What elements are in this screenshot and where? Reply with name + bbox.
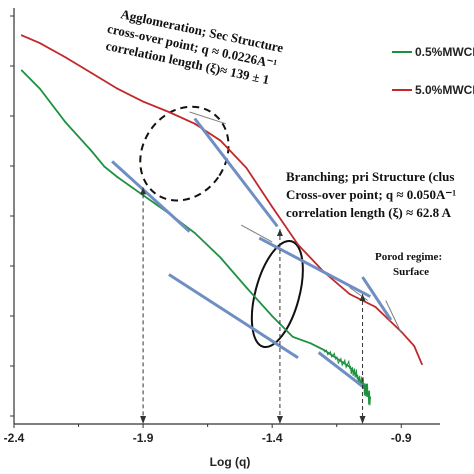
series-point-0 xyxy=(310,342,312,345)
series-line-1 xyxy=(21,34,423,365)
fit-line-9 xyxy=(385,300,402,334)
series-point-1 xyxy=(421,363,423,366)
series-point-1 xyxy=(116,87,119,90)
series-point-1 xyxy=(38,42,41,44)
fit-line-3 xyxy=(193,117,279,228)
crossover-arrow-1 xyxy=(276,416,283,424)
series-point-0 xyxy=(20,69,23,72)
crossover-arrow-2 xyxy=(359,416,366,424)
ellipse-group xyxy=(139,105,304,349)
crossover-marker-layer xyxy=(140,187,366,424)
annotation-primary-line-3: correlation length (ξ) ≈ 62.8 A xyxy=(286,205,452,220)
legend-label-0: 0.5%MWCNT xyxy=(415,45,474,59)
series-layer xyxy=(20,34,423,406)
x-axis-label: Log (q) xyxy=(210,455,251,469)
series-point-1 xyxy=(374,306,377,308)
crossover-arrowhead-top-1 xyxy=(276,229,283,236)
series-point-0 xyxy=(103,165,106,168)
series-line-0 xyxy=(21,69,372,399)
x-tick-label: -0.9 xyxy=(391,431,412,445)
crossover-arrowhead-top-0 xyxy=(140,187,147,195)
fit-line-4 xyxy=(258,236,371,298)
series-point-0 xyxy=(245,286,248,289)
plot-axes: -2.4 -1.9 -1.4 -0.9 xyxy=(4,8,440,445)
series-noise-0 xyxy=(323,349,371,406)
x-tick-label: -1.4 xyxy=(262,431,283,445)
annotation-primary-line-1: Branching; pri Structure (clus xyxy=(286,169,454,184)
series-point-0 xyxy=(116,176,119,178)
fit-line-7 xyxy=(240,224,273,243)
crossover-arrowhead-top-2 xyxy=(359,294,366,301)
fit-line-5 xyxy=(361,276,393,321)
annotation-secondary: Agglomeration; Sec Structure cross-over … xyxy=(104,6,284,87)
series-point-0 xyxy=(38,87,41,90)
x-tick-label: -1.9 xyxy=(133,431,154,445)
annotation-primary-line-2: Cross-over point; q ≈ 0.050A⁻¹ xyxy=(286,187,456,202)
series-point-0 xyxy=(193,232,196,234)
fit-line-2 xyxy=(317,351,364,388)
fit-line-layer xyxy=(111,111,402,388)
series-point-1 xyxy=(413,345,416,347)
series-point-1 xyxy=(219,139,222,142)
legend: 0.5%MWCNT 5.0%MWCNT xyxy=(392,45,474,97)
ellipse-1 xyxy=(250,239,304,349)
series-point-1 xyxy=(90,72,93,74)
series-point-1 xyxy=(20,34,23,37)
series-point-0 xyxy=(219,256,222,259)
fit-line-6 xyxy=(189,111,226,125)
crossover-arrow-0 xyxy=(140,416,147,424)
series-point-0 xyxy=(90,150,93,152)
series-point-1 xyxy=(193,122,196,125)
series-point-1 xyxy=(271,206,274,208)
fit-line-0 xyxy=(111,160,191,233)
annotation-porod-line-1: Porod regime: xyxy=(375,251,442,263)
series-point-0 xyxy=(322,349,325,351)
fit-line-8 xyxy=(349,287,369,301)
series-point-0 xyxy=(64,121,67,124)
annotation-porod: Porod regime: Surface xyxy=(375,251,442,278)
series-point-1 xyxy=(245,167,248,169)
legend-label-1: 5.0%MWCNT xyxy=(415,83,474,97)
annotation-porod-line-2: Surface xyxy=(393,266,429,278)
series-point-1 xyxy=(297,243,299,246)
annotation-primary: Branching; pri Structure (clus Cross-ove… xyxy=(286,169,456,220)
series-point-1 xyxy=(64,56,67,59)
series-point-1 xyxy=(348,293,351,295)
series-point-0 xyxy=(291,336,294,338)
series-point-1 xyxy=(168,111,170,113)
fit-line-1 xyxy=(168,273,299,359)
series-point-1 xyxy=(142,100,144,103)
x-tick-label: -2.4 xyxy=(4,431,25,445)
ellipse-0 xyxy=(139,105,230,202)
series-point-0 xyxy=(271,315,274,317)
